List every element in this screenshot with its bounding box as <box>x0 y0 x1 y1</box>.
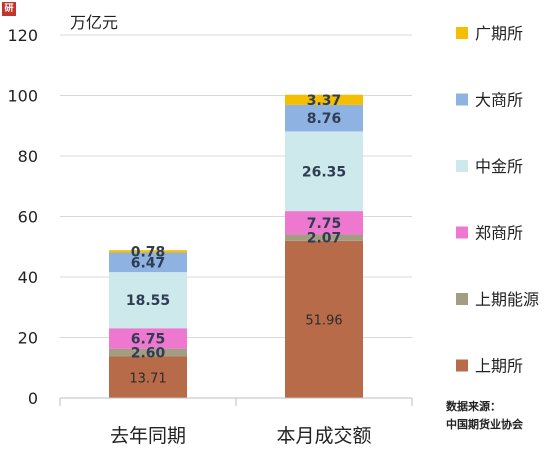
y-tick-label: 20 <box>18 329 38 348</box>
legend-swatch <box>456 359 468 372</box>
data-label: 2.60 <box>131 346 166 362</box>
y-tick-label: 40 <box>18 268 38 287</box>
bar-segment <box>285 104 363 132</box>
legend-label: 上期能源 <box>475 290 539 309</box>
data-label: 0.78 <box>131 244 166 260</box>
data-label: 6.47 <box>131 255 166 271</box>
bar-segment <box>109 272 187 329</box>
data-label: 7.75 <box>307 216 342 232</box>
legend-swatch <box>456 293 468 305</box>
data-label: 6.75 <box>131 331 166 347</box>
legend-swatch <box>456 160 468 172</box>
bar-segment <box>109 250 187 253</box>
y-axis: 0 20 40 60 80 100 120 <box>7 26 38 408</box>
data-source-note: 数据来源： 中国期货业协会 <box>446 398 523 434</box>
legend-label: 大商所 <box>475 91 523 110</box>
y-tick-label: 80 <box>18 147 38 166</box>
legend-swatch <box>456 93 468 106</box>
bar-segment <box>109 348 187 357</box>
y-tick-label: 120 <box>7 26 38 45</box>
legend-label: 上期所 <box>475 357 523 376</box>
bar-segment <box>109 356 187 398</box>
bar-segment <box>109 328 187 349</box>
x-axis: 去年同期 本月成交额 <box>59 397 413 447</box>
y-tick-label: 100 <box>7 87 38 106</box>
legend-swatch <box>456 27 468 39</box>
bar-segment <box>109 252 187 273</box>
y-axis-label: 万亿元 <box>70 13 118 32</box>
data-label: 8.76 <box>307 111 342 127</box>
bar-segment <box>285 94 363 105</box>
source-line-1: 数据来源： <box>446 400 501 413</box>
legend-label: 广期所 <box>475 24 523 43</box>
data-label: 18.55 <box>126 293 170 309</box>
legend-swatch <box>456 226 468 239</box>
data-label: 2.07 <box>307 231 342 247</box>
data-label: 13.71 <box>129 371 166 386</box>
bar-segment <box>285 131 363 212</box>
bars: 13.71 2.606.75 18.55 6.470.78 51.96 2.077.75 2… <box>109 93 363 398</box>
logo-icon: 研 <box>2 2 16 16</box>
data-label: 26.35 <box>302 164 346 180</box>
x-tick-label: 去年同期 <box>110 425 186 447</box>
legend-label: 中金所 <box>475 157 523 176</box>
bar-segment <box>285 234 363 241</box>
data-label: 3.37 <box>307 93 342 109</box>
x-tick-label: 本月成交额 <box>276 425 371 447</box>
legend-label: 郑商所 <box>475 224 523 243</box>
source-line-2: 中国期货业协会 <box>446 418 523 431</box>
y-tick-label: 0 <box>28 389 38 408</box>
bar-segment <box>285 211 363 235</box>
data-label: 51.96 <box>305 313 342 328</box>
bar-segment <box>285 240 363 398</box>
y-tick-label: 60 <box>18 208 38 227</box>
